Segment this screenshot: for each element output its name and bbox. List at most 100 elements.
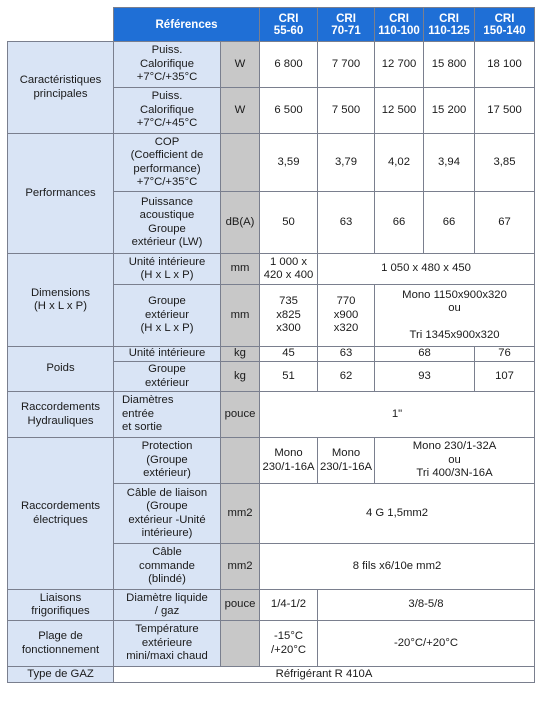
- value-cell: 1/4-1/2: [259, 589, 319, 621]
- category-performances: Performances: [7, 133, 114, 254]
- row-label: Unité intérieure: [113, 346, 221, 362]
- header-references: Références: [112, 7, 261, 42]
- value-cell: 50: [259, 191, 319, 254]
- value-cell: 770 x900 x320: [317, 284, 376, 347]
- value-cell: 735 x825 x300: [259, 284, 319, 347]
- category-hydrauliques: Raccordements Hydrauliques: [7, 391, 114, 438]
- value-cell: Mono 230/1-16A: [317, 437, 376, 484]
- value-cell: 1 000 x 420 x 400: [259, 253, 319, 285]
- value-cell: Mono 230/1-32A ou Tri 400/3N-16A: [374, 437, 536, 484]
- value-cell: 67: [474, 191, 536, 254]
- category-poids: Poids: [7, 346, 114, 392]
- table-row: Poids Unité intérieure kg 45 63 68 76: [7, 346, 536, 392]
- value-cell: 12 700: [374, 41, 425, 88]
- unit-cell: dB(A): [219, 191, 261, 254]
- value-cell: Mono 1150x900x320 ou Tri 1345x900x320: [374, 284, 536, 347]
- value-cell: 15 200: [423, 87, 476, 134]
- value-cell: 7 700: [317, 41, 376, 88]
- table-row: Liaisons frigorifiques Diamètre liquide …: [7, 589, 536, 621]
- table-row: Câble de liaison (Groupe extérieur -Unit…: [8, 483, 536, 544]
- value-cell: 17 500: [474, 87, 536, 134]
- value-cell: 62: [317, 361, 376, 392]
- value-cell: 51: [259, 361, 319, 392]
- unit-cell: [219, 437, 261, 484]
- value-cell: 3,85: [474, 133, 536, 192]
- value-cell: 66: [374, 191, 425, 254]
- header-blank-cell: [7, 7, 114, 42]
- value-cell: -20°C/+20°C: [317, 620, 536, 667]
- row-label: Groupe extérieur (H x L x P): [113, 284, 221, 347]
- table-row: Performances COP (Coefficient de perform…: [7, 133, 536, 254]
- table-row: Type de GAZ Réfrigérant R 410A: [7, 666, 536, 683]
- header-model-1: CRI 55-60: [259, 7, 319, 42]
- row-label: Diamètre liquide / gaz: [113, 589, 221, 621]
- value-cell: 12 500: [374, 87, 425, 134]
- value-cell: 63: [317, 191, 376, 254]
- unit-cell: [219, 620, 261, 667]
- row-label: Puiss. Calorifique +7°C/+45°C: [113, 87, 221, 134]
- value-cell: 1 050 x 480 x 450: [317, 253, 536, 285]
- value-cell: 3,94: [423, 133, 476, 192]
- value-cell: 6 800: [259, 41, 319, 88]
- table-row: Puiss. Calorifique +7°C/+45°C W 6 500 7 …: [8, 87, 536, 134]
- table-row: Dimensions (H x L x P) Unité intérieure …: [7, 253, 536, 347]
- unit-cell: kg: [219, 361, 261, 392]
- unit-cell: mm2: [219, 543, 261, 590]
- value-cell: 63: [317, 346, 376, 362]
- row-label: Puissance acoustique Groupe extérieur (L…: [113, 191, 221, 254]
- unit-cell: mm2: [219, 483, 261, 544]
- table-row: Raccordements Hydrauliques Diamètres ent…: [7, 391, 536, 438]
- unit-cell: pouce: [219, 391, 261, 438]
- unit-cell: mm: [219, 253, 261, 285]
- unit-cell: W: [219, 41, 261, 88]
- row-label: Puiss. Calorifique +7°C/+35°C: [113, 41, 221, 88]
- value-cell: 1": [259, 391, 536, 438]
- value-cell: 18 100: [474, 41, 536, 88]
- unit-cell: W: [219, 87, 261, 134]
- table-row: Plage de fonctionnement Température exté…: [7, 620, 536, 667]
- value-cell: 6 500: [259, 87, 319, 134]
- unit-cell: [219, 133, 261, 192]
- row-label: Température extérieure mini/maxi chaud: [113, 620, 221, 667]
- table-row: Groupe extérieur kg 51 62 93 107: [8, 361, 536, 392]
- category-frigorifiques: Liaisons frigorifiques: [7, 589, 114, 621]
- row-label: COP (Coefficient de performance) +7°C/+3…: [113, 133, 221, 192]
- unit-cell: kg: [219, 346, 261, 362]
- value-cell: 15 800: [423, 41, 476, 88]
- value-cell: -15°C /+20°C: [259, 620, 319, 667]
- category-fonctionnement: Plage de fonctionnement: [7, 620, 114, 667]
- row-label: Unité intérieure (H x L x P): [113, 253, 221, 285]
- value-cell: 76: [474, 346, 536, 362]
- value-cell: 3,79: [317, 133, 376, 192]
- spec-table: Références CRI 55-60 CRI 70-71 CRI 110-100 …: [7, 7, 536, 683]
- row-label: Diamètres entrée et sortie: [113, 391, 221, 438]
- unit-cell: pouce: [219, 589, 261, 621]
- value-cell: 93: [374, 361, 476, 392]
- table-row: Caractéristiques principales Puiss. Calo…: [7, 41, 536, 134]
- value-cell: 68: [374, 346, 476, 362]
- value-cell: 4 G 1,5mm2: [259, 483, 536, 544]
- value-cell: 3/8-5/8: [317, 589, 536, 621]
- value-cell: Mono 230/1-16A: [259, 437, 319, 484]
- category-caracteristiques: Caractéristiques principales: [7, 41, 114, 134]
- header-model-3: CRI 110-100: [374, 7, 425, 42]
- value-cell: 66: [423, 191, 476, 254]
- row-label: Câble de liaison (Groupe extérieur -Unit…: [113, 483, 221, 544]
- category-gaz: Type de GAZ: [7, 666, 114, 683]
- value-cell: 45: [259, 346, 319, 362]
- value-cell: 7 500: [317, 87, 376, 134]
- header-row: Références CRI 55-60 CRI 70-71 CRI 110-100 …: [7, 7, 536, 42]
- table-row: Groupe extérieur (H x L x P) mm 735 x825…: [8, 284, 536, 347]
- header-model-5: CRI 150-140: [474, 7, 536, 42]
- header-model-2: CRI 70-71: [317, 7, 376, 42]
- row-label: Protection (Groupe extérieur): [113, 437, 221, 484]
- table-row: Raccordements électriques Protection (Gr…: [7, 437, 536, 590]
- value-cell: 107: [474, 361, 536, 392]
- unit-cell: mm: [219, 284, 261, 347]
- table-row: Puissance acoustique Groupe extérieur (L…: [8, 191, 536, 254]
- value-cell: 3,59: [259, 133, 319, 192]
- category-electriques: Raccordements électriques: [7, 437, 114, 590]
- value-cell: Réfrigérant R 410A: [112, 666, 536, 683]
- header-model-4: CRI 110-125: [423, 7, 476, 42]
- value-cell: 8 fils x6/10e mm2: [259, 543, 536, 590]
